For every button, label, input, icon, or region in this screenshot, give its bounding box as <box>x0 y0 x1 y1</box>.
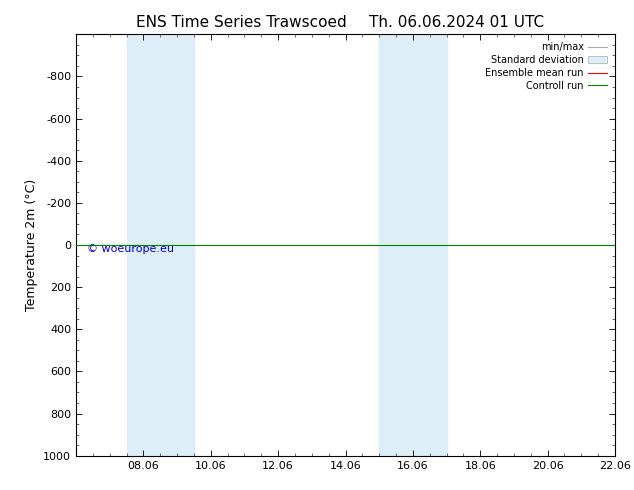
Y-axis label: Temperature 2m (°C): Temperature 2m (°C) <box>25 179 37 311</box>
Text: ENS Time Series Trawscoed: ENS Time Series Trawscoed <box>136 15 346 30</box>
Legend: min/max, Standard deviation, Ensemble mean run, Controll run: min/max, Standard deviation, Ensemble me… <box>482 39 610 94</box>
Text: Th. 06.06.2024 01 UTC: Th. 06.06.2024 01 UTC <box>369 15 544 30</box>
Bar <box>127 34 194 456</box>
Text: © woeurope.eu: © woeurope.eu <box>87 244 174 254</box>
Bar <box>379 34 446 456</box>
